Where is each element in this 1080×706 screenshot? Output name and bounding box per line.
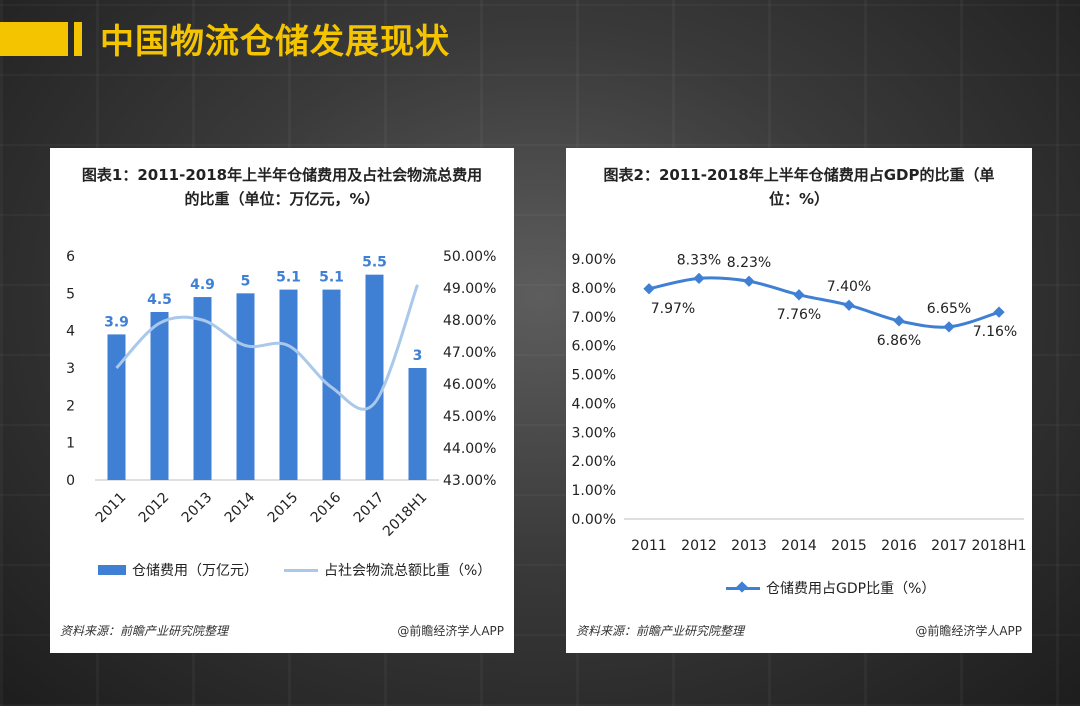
chart2-point-value-label: 7.97% <box>651 301 695 317</box>
chart1-y-left-tick: 3 <box>66 361 75 377</box>
chart1-x-tick: 2013 <box>179 490 216 527</box>
chart1-legend-line-label: 占社会物流总额比重（%） <box>324 563 492 579</box>
chart2-y-tick: 8.00% <box>572 281 616 297</box>
chart1-y-left-tick: 1 <box>66 436 75 452</box>
chart1-bar-value-label: 5 <box>241 273 251 289</box>
chart1-share-line <box>115 284 419 411</box>
chart2-x-tick: 2011 <box>631 538 667 554</box>
chart2-point-value-label: 7.76% <box>777 307 821 323</box>
chart1-x-tick: 2014 <box>222 489 259 526</box>
chart2-point-value-label: 6.65% <box>927 301 971 317</box>
chart1-bar-value-label: 4.5 <box>147 292 172 308</box>
chart2-x-tick: 2013 <box>731 538 767 554</box>
chart1-bar-value-label: 5.1 <box>319 270 344 286</box>
chart2-point-value-label: 7.16% <box>973 324 1017 340</box>
chart1-y-left-tick: 5 <box>66 286 75 302</box>
chart2-point-marker <box>643 283 655 295</box>
chart1-bar-value-label: 4.9 <box>190 277 215 293</box>
chart1-legend-bar: 仓储费用（万亿元） <box>98 560 258 580</box>
page-title: 中国物流仓储发展现状 <box>100 22 450 62</box>
chart1-x-tick: 2012 <box>136 490 173 527</box>
chart1-y-right-tick: 48.00% <box>443 313 496 329</box>
chart2-y-tick: 6.00% <box>572 339 616 355</box>
chart1-title-line2: 的比重（单位：万亿元，%） <box>184 190 380 208</box>
chart2-x-tick: 2018H1 <box>971 538 1026 554</box>
chart2-point-marker <box>843 299 855 311</box>
chart2-x-tick: 2016 <box>881 538 917 554</box>
chart1-x-tick: 2017 <box>351 490 388 527</box>
chart-panel-storage-cost: 图表1：2011-2018年上半年仓储费用及占社会物流总费用 的比重（单位：万亿… <box>50 148 514 653</box>
chart2-point-marker <box>693 272 705 285</box>
chart1-title-line1: 图表1：2011-2018年上半年仓储费用及占社会物流总费用 <box>81 166 483 184</box>
chart1-legend-bar-label: 仓储费用（万亿元） <box>132 563 258 579</box>
chart1-legend-bar-swatch <box>98 565 126 575</box>
chart1-x-tick: 2016 <box>308 489 345 526</box>
chart2-legend-swatch <box>726 586 760 590</box>
chart2-point-value-label: 7.40% <box>827 279 871 295</box>
chart2-y-tick: 4.00% <box>572 396 616 412</box>
chart2-point-value-label: 6.86% <box>877 333 921 349</box>
chart1-y-right-tick: 44.00% <box>443 441 496 457</box>
chart1-y-right-tick: 45.00% <box>443 409 496 425</box>
chart1-x-tick: 2015 <box>265 490 302 527</box>
chart1-y-right-tick: 46.00% <box>443 377 496 393</box>
chart2-point-marker <box>893 315 905 327</box>
chart1-y-left-tick: 2 <box>66 398 75 414</box>
chart2-point-marker <box>943 321 955 333</box>
chart1-y-left-tick: 4 <box>66 324 75 340</box>
chart2-y-tick: 2.00% <box>572 454 616 470</box>
chart1-bar-value-label: 5.5 <box>362 255 387 271</box>
chart2-y-tick: 3.00% <box>572 425 616 441</box>
chart1-x-tick: 2018H1 <box>380 490 430 540</box>
chart2-point-value-label: 8.23% <box>727 255 771 271</box>
chart1-bar-value-label: 3 <box>413 348 423 364</box>
chart1-bar <box>107 334 126 480</box>
chart2-y-tick: 0.00% <box>572 512 616 528</box>
chart2-point-marker <box>993 306 1005 318</box>
chart2-legend: 仓储费用占GDP比重（%） <box>726 578 935 598</box>
chart1-legend-line: 占社会物流总额比重（%） <box>284 560 491 580</box>
chart1-bar <box>193 297 212 480</box>
chart1-bar <box>365 274 384 480</box>
title-accent-stripe <box>74 22 82 56</box>
chart1-bar <box>408 368 427 480</box>
chart2-x-tick: 2014 <box>781 538 817 554</box>
chart2-title-line2: 位：%） <box>768 190 830 208</box>
chart2-y-tick: 9.00% <box>572 252 616 268</box>
title-accent-bar <box>0 22 68 56</box>
chart1-y-right-tick: 50.00% <box>443 249 496 265</box>
chart2-x-tick: 2012 <box>681 538 717 554</box>
chart1-bar <box>279 289 298 480</box>
chart1-bar <box>150 312 169 480</box>
chart1-x-tick: 2011 <box>93 490 130 527</box>
chart1-y-left-tick: 6 <box>66 249 75 265</box>
chart2-y-tick: 1.00% <box>572 483 616 499</box>
chart2-point-marker <box>743 275 755 287</box>
chart1-bar-value-label: 5.1 <box>276 270 301 286</box>
chart1-bar <box>322 289 341 480</box>
chart1-y-left-tick: 0 <box>66 473 75 489</box>
chart1-credit: @前瞻经济学人APP <box>397 624 504 638</box>
chart1-y-right-tick: 43.00% <box>443 473 496 489</box>
chart1-source: 资料来源：前瞻产业研究院整理 <box>60 624 229 638</box>
chart2-y-tick: 7.00% <box>572 310 616 326</box>
chart1-svg: 0 1 2 3 4 5 6 43.00% 44.00% 45.00% 46.00% 47.00% 48.… <box>66 249 496 540</box>
chart2-point-marker <box>793 289 805 301</box>
chart2-point-value-label: 8.33% <box>677 252 721 268</box>
chart1-legend-line-swatch <box>284 568 318 572</box>
chart2-x-tick: 2015 <box>831 538 867 554</box>
chart2-title-line1: 图表2：2011-2018年上半年仓储费用占GDP的比重（单 <box>603 166 995 184</box>
chart1-y-right-tick: 49.00% <box>443 281 496 297</box>
chart1-bar-value-label: 3.9 <box>104 314 129 330</box>
chart2-x-tick: 2017 <box>931 538 967 554</box>
chart1-y-right-tick: 47.00% <box>443 345 496 361</box>
chart1-bar <box>236 293 255 480</box>
chart2-svg: 0.00% 1.00% 2.00% 3.00% 4.00% 5.00% 6.00% 7.00%… <box>572 252 1027 554</box>
chart2-credit: @前瞻经济学人APP <box>915 624 1022 638</box>
chart2-source: 资料来源：前瞻产业研究院整理 <box>576 624 745 638</box>
chart2-y-tick: 5.00% <box>572 368 616 384</box>
chart2-legend-label: 仓储费用占GDP比重（%） <box>766 581 936 597</box>
chart-panel-gdp-ratio: 图表2：2011-2018年上半年仓储费用占GDP的比重（单 位：%） 0.00… <box>566 148 1032 653</box>
